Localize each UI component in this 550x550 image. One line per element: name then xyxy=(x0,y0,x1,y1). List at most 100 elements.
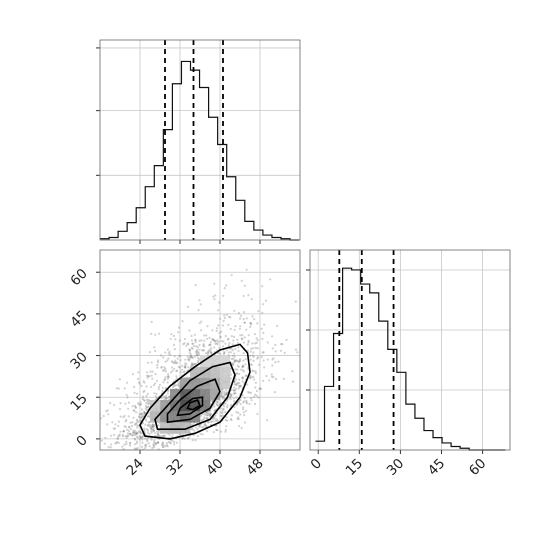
scatter-point xyxy=(154,372,157,376)
scatter-point xyxy=(247,339,250,342)
scatter-point xyxy=(237,387,240,390)
scatter-point xyxy=(201,349,204,352)
scatter-point xyxy=(160,354,163,357)
scatter-point xyxy=(235,411,238,414)
scatter-point xyxy=(156,432,159,435)
scatter-point xyxy=(230,393,233,396)
scatter-point xyxy=(194,338,197,341)
scatter-point xyxy=(134,433,137,437)
scatter-point xyxy=(133,404,136,407)
scatter-point xyxy=(133,447,136,450)
scatter-point xyxy=(264,299,268,302)
scatter-point xyxy=(167,373,170,376)
scatter-point xyxy=(197,351,200,354)
scatter-point xyxy=(239,314,242,317)
scatter-point xyxy=(131,431,135,434)
scatter-point xyxy=(233,400,236,403)
scatter-point xyxy=(241,333,244,337)
scatter-point xyxy=(229,396,232,399)
scatter-point xyxy=(249,391,252,394)
scatter-point xyxy=(141,397,144,401)
scatter-point xyxy=(119,415,122,418)
scatter-point xyxy=(234,347,237,351)
density-cell xyxy=(210,355,221,367)
scatter-point xyxy=(167,441,170,444)
scatter-point xyxy=(134,431,137,434)
scatter-point xyxy=(175,377,179,380)
scatter-point xyxy=(146,440,149,443)
scatter-point xyxy=(196,354,199,357)
scatter-point xyxy=(124,425,127,428)
scatter-point xyxy=(263,323,266,326)
scatter-point xyxy=(216,401,219,404)
scatter-point xyxy=(138,416,141,419)
scatter-point xyxy=(194,339,197,342)
scatter-point xyxy=(153,425,156,428)
density-cell xyxy=(160,411,171,423)
scatter-point xyxy=(222,340,225,343)
scatter-point xyxy=(200,320,203,323)
scatter-point xyxy=(150,320,153,323)
scatter-point xyxy=(296,351,299,354)
scatter-point xyxy=(202,417,205,421)
scatter-point xyxy=(236,368,239,371)
scatter-point xyxy=(227,344,230,347)
scatter-point xyxy=(185,363,188,366)
density-cell xyxy=(210,377,221,390)
scatter-point xyxy=(262,379,265,382)
scatter-point xyxy=(152,441,156,444)
scatter-point xyxy=(156,366,159,369)
scatter-point xyxy=(232,397,235,400)
scatter-point xyxy=(236,338,239,341)
scatter-point xyxy=(162,369,165,372)
scatter-point xyxy=(271,364,274,367)
scatter-point xyxy=(211,329,214,332)
scatter-point xyxy=(146,392,149,395)
scatter-point xyxy=(224,334,227,338)
scatter-point xyxy=(143,412,146,415)
scatter-point xyxy=(113,427,117,430)
scatter-point xyxy=(145,394,148,398)
scatter-point xyxy=(164,367,167,370)
scatter-point xyxy=(140,412,144,415)
scatter-point xyxy=(164,434,167,437)
scatter-point xyxy=(143,413,146,416)
scatter-point xyxy=(146,371,149,374)
scatter-point xyxy=(139,419,142,422)
scatter-point xyxy=(166,381,169,384)
scatter-point xyxy=(164,376,167,379)
scatter-point xyxy=(235,396,238,399)
scatter-point xyxy=(239,403,242,406)
scatter-point xyxy=(227,351,230,354)
scatter-point xyxy=(115,387,118,390)
scatter-point xyxy=(122,448,125,450)
density-cell xyxy=(170,388,181,401)
scatter-point xyxy=(203,422,207,425)
scatter-point xyxy=(188,358,191,361)
scatter-point xyxy=(156,430,159,433)
scatter-point xyxy=(232,339,235,342)
scatter-point xyxy=(171,386,174,389)
scatter-point xyxy=(167,376,170,379)
scatter-point xyxy=(210,351,213,354)
scatter-point xyxy=(133,385,136,389)
scatter-point xyxy=(126,432,129,435)
joint-frame xyxy=(99,249,301,451)
scatter-point xyxy=(241,376,244,379)
scatter-point xyxy=(147,402,150,406)
scatter-point xyxy=(245,268,248,271)
scatter-point xyxy=(213,409,216,412)
scatter-point xyxy=(188,349,191,352)
scatter-point xyxy=(233,392,236,395)
scatter-point xyxy=(181,364,184,367)
scatter-point xyxy=(175,361,178,364)
scatter-point xyxy=(139,436,142,439)
scatter-point xyxy=(256,322,259,325)
scatter-point xyxy=(250,298,253,301)
scatter-point xyxy=(166,392,169,395)
scatter-point xyxy=(203,413,206,416)
scatter-point xyxy=(207,412,210,415)
scatter-point xyxy=(224,428,227,431)
scatter-point xyxy=(230,347,233,350)
scatter-point xyxy=(145,438,149,441)
